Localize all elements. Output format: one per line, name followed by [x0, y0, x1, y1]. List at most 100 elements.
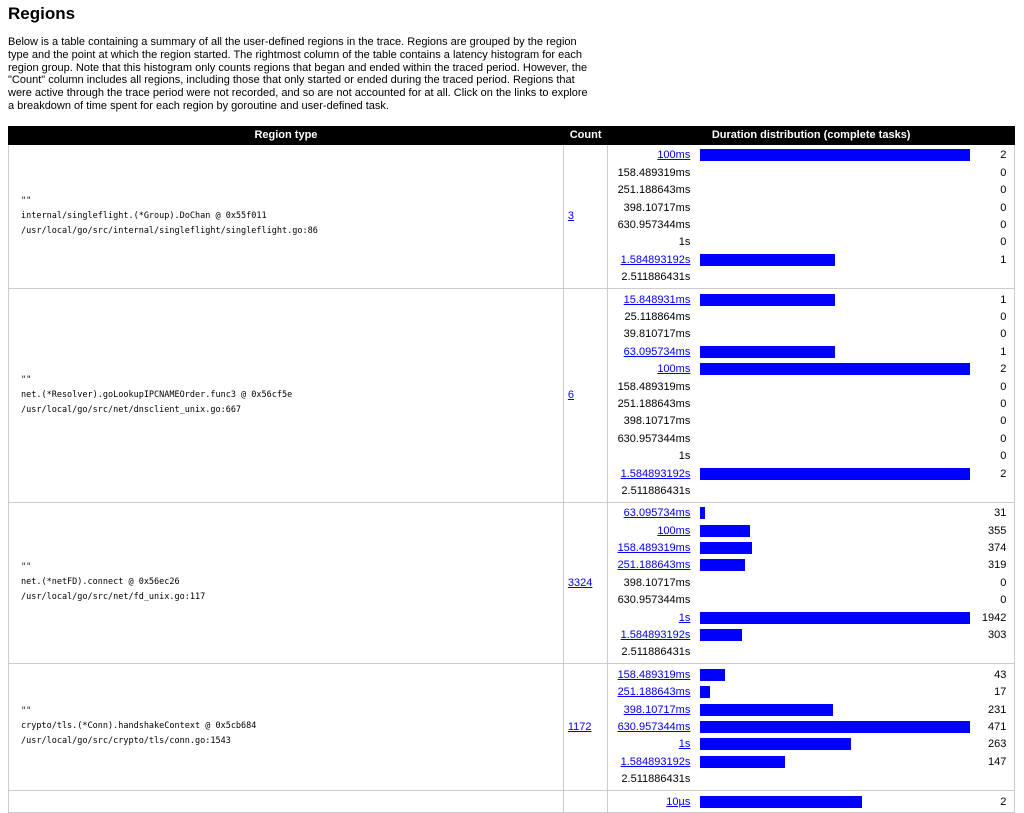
histogram-row: 251.188643ms 319: [608, 557, 1014, 574]
bucket-link[interactable]: 1.584893192s: [620, 755, 691, 768]
histogram-row: 398.10717ms 0: [608, 574, 1014, 591]
header-region-type: Region type: [8, 125, 564, 145]
count-link[interactable]: 6: [567, 389, 574, 402]
count-link[interactable]: 3324: [567, 576, 593, 589]
bucket-link[interactable]: 1.584893192s: [620, 253, 691, 266]
bucket-link[interactable]: 1.584893192s: [620, 629, 691, 642]
region-file: /usr/local/go/src/crypto/tls/conn.go:154…: [21, 736, 231, 747]
table-row: "" net.(*netFD).connect @ 0x56ec26/usr/lo…: [8, 501, 1015, 665]
bucket-count: 0: [1000, 450, 1007, 463]
region-file: /usr/local/go/src/net/fd_unix.go:117: [21, 592, 206, 603]
bucket-link[interactable]: 100ms: [657, 149, 691, 162]
histogram-bar: [700, 363, 971, 376]
bucket-label: 158.489319ms: [617, 166, 691, 179]
histogram-row: 2.511886431s: [608, 770, 1014, 787]
bucket-link[interactable]: 1.584893192s: [620, 467, 691, 480]
bucket-link[interactable]: 1s: [678, 611, 691, 624]
table-row: 10µs 2: [8, 789, 1015, 813]
histogram-row: 39.810717ms 0: [608, 326, 1014, 343]
bucket-link[interactable]: 158.489319ms: [617, 668, 691, 681]
bucket-link[interactable]: 630.957344ms: [617, 720, 691, 733]
bucket-count: 0: [1000, 310, 1007, 323]
bucket-label: 25.118864ms: [624, 310, 691, 323]
histogram-row: 1s 1942: [608, 609, 1014, 626]
histogram-row: 2.511886431s: [608, 482, 1014, 499]
histogram-row: 1s 0: [608, 447, 1014, 464]
bucket-label: 1s: [678, 236, 691, 249]
histogram-row: 398.10717ms 231: [608, 701, 1014, 718]
header-distribution: Duration distribution (complete tasks): [607, 125, 1015, 145]
histogram-bar: [700, 507, 705, 520]
histogram-row: 2.511886431s: [608, 644, 1014, 661]
bucket-count: 0: [1000, 166, 1007, 179]
region-type-cell: "" net.(*Resolver).goLookupIPCNAMEOrder.f…: [8, 287, 564, 503]
histogram-bar: [700, 293, 836, 306]
bucket-count: 374: [987, 542, 1007, 555]
histogram-row: 2.511886431s: [608, 269, 1014, 286]
histogram-row: 158.489319ms 0: [608, 378, 1014, 395]
bucket-count: 231: [987, 703, 1007, 716]
bucket-link[interactable]: 100ms: [657, 524, 691, 537]
bucket-label: 398.10717ms: [623, 576, 691, 589]
histogram-row: 100ms 2: [608, 147, 1014, 164]
region-func: net.(*netFD).connect @ 0x56ec26: [21, 577, 180, 588]
bucket-link[interactable]: 63.095734ms: [623, 507, 691, 520]
histogram-row: 100ms 2: [608, 360, 1014, 377]
bucket-link[interactable]: 100ms: [657, 363, 691, 376]
histogram-bar: [700, 524, 750, 537]
bucket-link[interactable]: 158.489319ms: [617, 542, 691, 555]
bucket-label: 2.511886431s: [621, 484, 691, 497]
bucket-label: 39.810717ms: [623, 328, 691, 341]
count-link[interactable]: 3: [567, 210, 574, 223]
histogram-row: 1.584893192s 303: [608, 626, 1014, 643]
region-file: /usr/local/go/src/net/dnsclient_unix.go:…: [21, 404, 242, 415]
bucket-count: 0: [1000, 432, 1007, 445]
bucket-link[interactable]: 1s: [678, 738, 691, 751]
histogram-row: 63.095734ms 31: [608, 505, 1014, 522]
region-type-cell: "" net.(*netFD).connect @ 0x56ec26/usr/lo…: [8, 501, 564, 665]
bucket-link[interactable]: 251.188643ms: [617, 686, 691, 699]
duration-histogram: 15.848931ms 1 25.118864ms 0 39.810717ms 0 63.0…: [607, 287, 1015, 503]
bucket-link[interactable]: 10µs: [666, 795, 691, 808]
bucket-count: 147: [987, 755, 1007, 768]
table-header: Region type Count Duration distribution …: [8, 125, 1015, 145]
bucket-count: 1: [1000, 345, 1007, 358]
bucket-label: 398.10717ms: [623, 415, 691, 428]
bucket-count: 0: [1000, 576, 1007, 589]
count-link[interactable]: 1172: [567, 720, 592, 733]
region-name: "": [21, 706, 32, 717]
bucket-count: 0: [1000, 219, 1007, 232]
bucket-label: 630.957344ms: [617, 219, 691, 232]
histogram-row: 630.957344ms 471: [608, 718, 1014, 735]
histogram-bar: [700, 629, 743, 642]
bucket-link[interactable]: 63.095734ms: [623, 345, 691, 358]
histogram-row: 25.118864ms 0: [608, 308, 1014, 325]
histogram-row: 398.10717ms 0: [608, 199, 1014, 216]
bucket-link[interactable]: 251.188643ms: [617, 559, 691, 572]
region-type-cell: "" crypto/tls.(*Conn).handshakeContext @ …: [8, 663, 564, 791]
bucket-link[interactable]: 15.848931ms: [623, 293, 691, 306]
bucket-link[interactable]: 398.10717ms: [623, 703, 691, 716]
bucket-count: 0: [1000, 236, 1007, 249]
bucket-count: 1: [1000, 253, 1007, 266]
bucket-count: 0: [1000, 415, 1007, 428]
bucket-count: 1: [1000, 293, 1007, 306]
bucket-count: 1942: [981, 611, 1007, 624]
histogram-row: 1s 0: [608, 234, 1014, 251]
header-count: Count: [562, 125, 609, 145]
region-name: "": [21, 374, 32, 385]
histogram-bar: [700, 542, 753, 555]
bucket-count: 43: [994, 668, 1007, 681]
histogram-row: 398.10717ms 0: [608, 413, 1014, 430]
histogram-row: 630.957344ms 0: [608, 216, 1014, 233]
histogram-row: 251.188643ms 0: [608, 395, 1014, 412]
count-cell: 6: [562, 287, 609, 503]
bucket-label: 2.511886431s: [621, 271, 691, 284]
bucket-count: 0: [1000, 397, 1007, 410]
histogram-row: 1.584893192s 1: [608, 251, 1014, 268]
histogram-bar: [700, 559, 745, 572]
histogram-bar: [700, 755, 785, 768]
histogram-row: 10µs 2: [608, 793, 1014, 810]
histogram-row: 100ms 355: [608, 522, 1014, 539]
bucket-count: 0: [1000, 594, 1007, 607]
